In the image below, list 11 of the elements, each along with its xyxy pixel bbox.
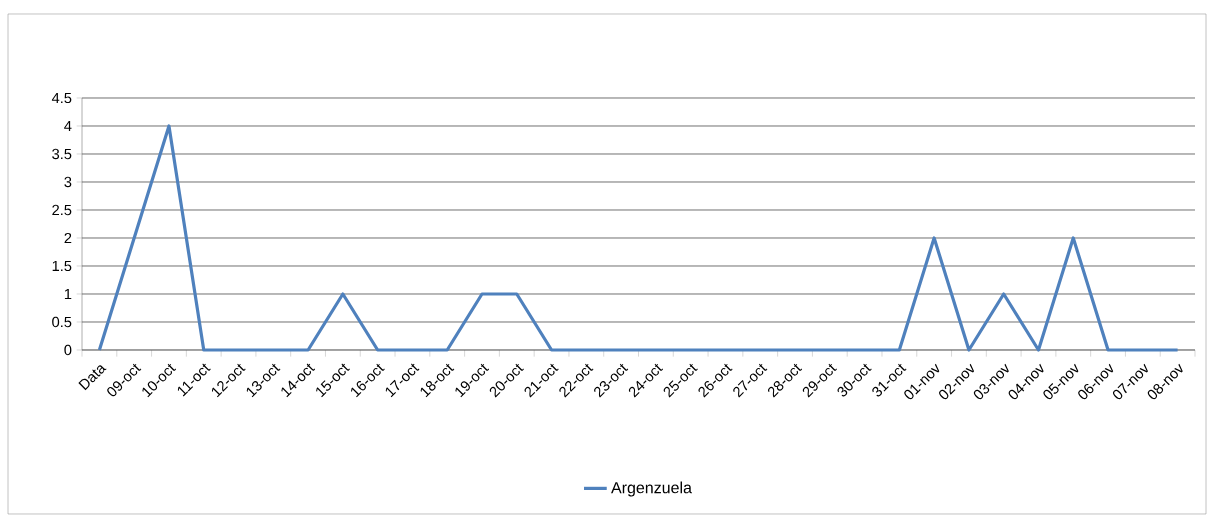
y-tick-label: 2 [64, 232, 72, 244]
y-tick-label: 0.5 [52, 316, 72, 328]
y-tick-label: 1.5 [52, 260, 72, 272]
y-tick-label: 0 [64, 344, 72, 356]
y-tick-label: 1 [64, 288, 72, 300]
y-tick-label: 4 [64, 120, 72, 132]
y-tick-label: 3.5 [52, 148, 72, 160]
y-tick-label: 4.5 [51, 92, 72, 104]
legend-label: Argenzuela [611, 481, 692, 497]
y-tick-label: 3 [64, 176, 72, 188]
y-tick-label: 2.5 [52, 204, 72, 216]
